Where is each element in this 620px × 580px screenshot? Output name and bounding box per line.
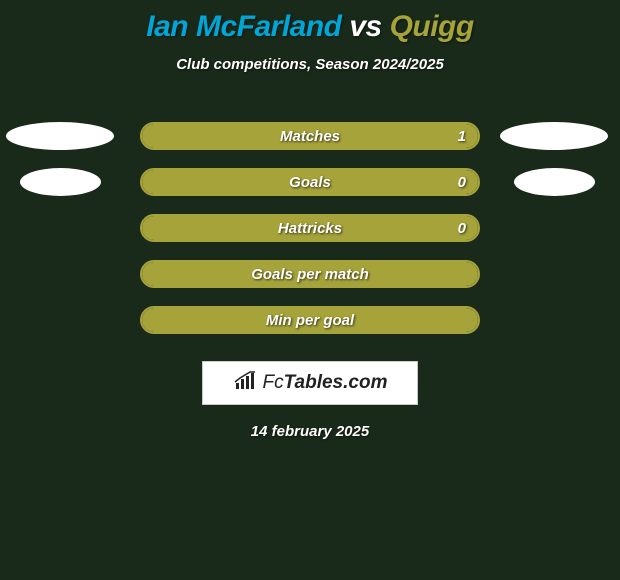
stats-container: Matches 1 Goals 0 Hattricks 0 Goals per match M… <box>0 113 620 343</box>
stat-row: Goals 0 <box>0 159 620 205</box>
stat-value-right: 1 <box>458 128 466 145</box>
page-title: Ian McFarland vs Quigg <box>0 0 620 44</box>
stat-value-right: 0 <box>458 174 466 191</box>
player2-marker <box>514 168 595 196</box>
brand-box[interactable]: FcTables.com <box>202 361 418 405</box>
stat-label: Hattricks <box>278 220 342 237</box>
stat-label: Matches <box>280 128 340 145</box>
brand-prefix: Fc <box>263 372 284 393</box>
brand-content: FcTables.com <box>233 371 388 396</box>
stat-row: Goals per match <box>0 251 620 297</box>
stat-label: Goals per match <box>251 266 369 283</box>
stat-row: Matches 1 <box>0 113 620 159</box>
player2-name: Quigg <box>390 10 474 43</box>
stat-bar: Goals per match <box>140 260 480 288</box>
chart-icon <box>233 371 259 396</box>
player1-name: Ian McFarland <box>146 10 341 43</box>
brand-text: FcTables.com <box>263 372 388 394</box>
brand-main: Tables.com <box>284 372 388 393</box>
stat-bar: Min per goal <box>140 306 480 334</box>
subtitle: Club competitions, Season 2024/2025 <box>0 56 620 73</box>
stat-row: Hattricks 0 <box>0 205 620 251</box>
player2-marker <box>500 122 608 150</box>
player1-marker <box>20 168 101 196</box>
stat-bar: Goals 0 <box>140 168 480 196</box>
stat-label: Min per goal <box>266 312 354 329</box>
stat-label: Goals <box>289 174 331 191</box>
stat-bar: Hattricks 0 <box>140 214 480 242</box>
date-label: 14 february 2025 <box>0 423 620 440</box>
vs-label: vs <box>349 10 381 43</box>
stat-value-right: 0 <box>458 220 466 237</box>
stat-row: Min per goal <box>0 297 620 343</box>
player1-marker <box>6 122 114 150</box>
stat-bar: Matches 1 <box>140 122 480 150</box>
